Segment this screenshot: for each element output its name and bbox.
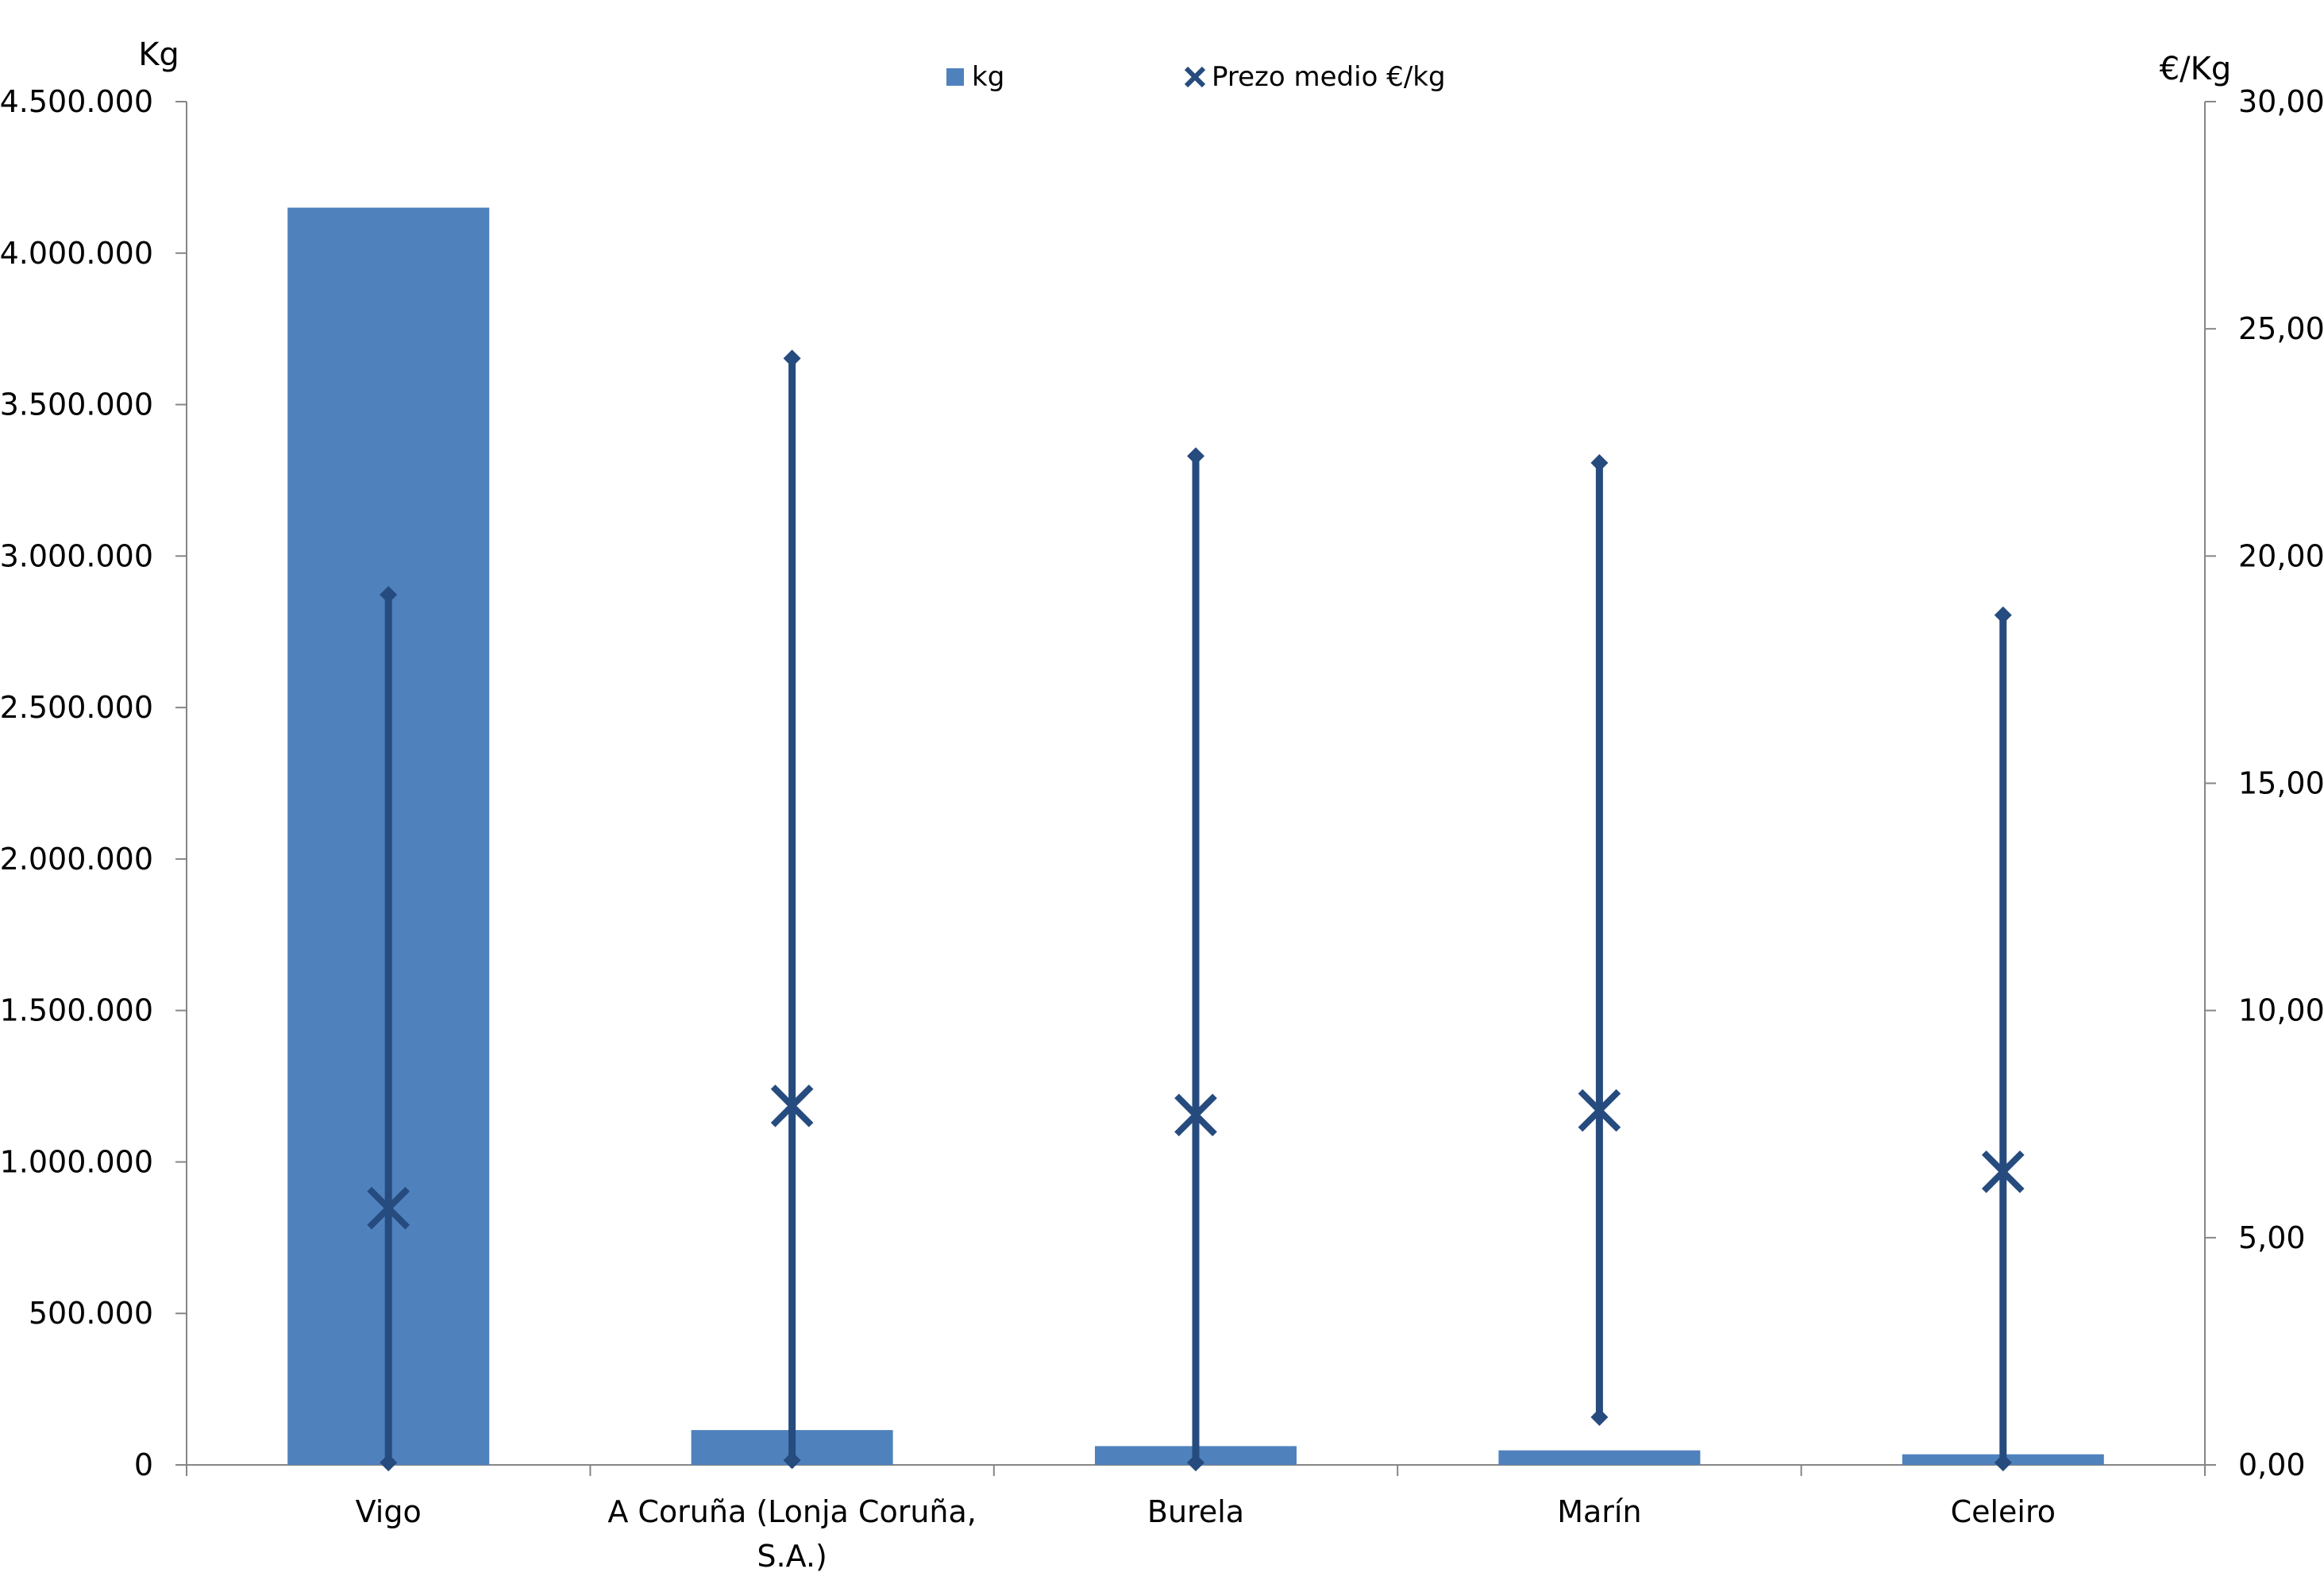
y-left-tick-label: 2.500.000 [0,690,153,725]
x-tick-label: Vigo [356,1494,422,1529]
legend-swatch-kg [946,68,964,86]
price-mean-marker-stroke [367,1186,410,1230]
price-max-marker [1187,447,1204,465]
legend-label-kg: kg [972,61,1004,93]
legend-label-price: Prezo medio €/kg [1212,61,1446,93]
price-max-marker [1590,454,1609,472]
price-mean-marker-stroke [770,1085,814,1127]
x-tick-label: S.A.) [757,1539,827,1574]
y-left-tick-label: 4.500.000 [0,84,153,119]
price-mean-marker [1981,1150,2025,1193]
price-min-marker [1994,1454,2012,1472]
y-right-tick-label: 25,00 [2238,311,2324,346]
price-max-marker [1994,606,2012,624]
price-min-marker [380,1454,398,1472]
y-right-tick-label: 10,00 [2238,993,2324,1028]
y-left-tick-label: 1.000.000 [0,1144,153,1179]
y-left-tick-label: 0 [134,1447,153,1482]
y-left-tick-label: 3.000.000 [0,538,153,573]
x-tick-label: A Coruña (Lonja Coruña, [607,1494,977,1529]
price-max-marker [783,349,801,368]
legend-marker-price [1184,66,1206,88]
price-min-marker [1590,1408,1609,1426]
y-axis-right-title: €/Kg [2160,51,2232,87]
price-mean-marker [367,1186,410,1230]
x-tick-label: Marín [1557,1494,1641,1529]
y-right-tick-label: 20,00 [2238,538,2324,573]
legend-x-shape-stroke [1184,66,1206,88]
axes-layer: 0 500.000 1.000.000 1.500.000 2.000.000 2.500… [0,84,2324,1574]
price-mean-marker-stroke [1174,1093,1217,1137]
y-right-tick-label: 30,00 [2238,84,2324,119]
y-right-tick-label: 5,00 [2238,1220,2306,1255]
price-mean-marker [770,1085,814,1127]
x-tick-label: Burela [1147,1494,1244,1529]
price-mean-marker-stroke [1578,1089,1621,1132]
y-axis-left-title: Kg [138,37,179,73]
legend-x-shape [1184,66,1206,88]
y-left-tick-label: 3.500.000 [0,387,153,422]
price-mean-marker [1174,1093,1217,1137]
price-min-marker [1187,1454,1204,1472]
y-left-tick-label: 1.500.000 [0,993,153,1028]
price-range-layer [367,349,2025,1472]
legend: kg Prezo medio €/kg [946,61,1446,93]
y-right-tick-label: 15,00 [2238,766,2324,801]
y-right-tick-label: 0,00 [2238,1447,2306,1482]
y-left-tick-label: 500.000 [29,1296,153,1331]
bar-kg [1498,1450,1701,1465]
price-min-marker [783,1451,801,1470]
y-left-tick-label: 4.000.000 [0,236,153,271]
price-mean-marker-stroke [1981,1150,2025,1193]
price-max-marker [380,585,398,603]
y-left-tick-label: 2.000.000 [0,842,153,877]
x-tick-label: Celeiro [1951,1494,2056,1529]
price-mean-marker [1578,1089,1621,1132]
